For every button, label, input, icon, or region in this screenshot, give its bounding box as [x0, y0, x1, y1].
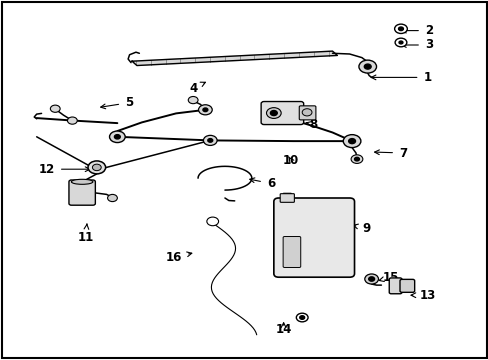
- Circle shape: [270, 111, 277, 116]
- Circle shape: [398, 41, 402, 44]
- Circle shape: [398, 27, 403, 31]
- Text: 11: 11: [77, 224, 94, 244]
- Circle shape: [348, 139, 355, 144]
- Circle shape: [350, 155, 362, 163]
- Circle shape: [188, 96, 198, 104]
- Text: 3: 3: [401, 39, 432, 51]
- Text: 6: 6: [249, 177, 275, 190]
- Circle shape: [109, 131, 125, 143]
- Circle shape: [302, 109, 311, 116]
- FancyBboxPatch shape: [399, 279, 414, 292]
- FancyBboxPatch shape: [280, 194, 294, 202]
- FancyBboxPatch shape: [261, 102, 303, 125]
- Circle shape: [394, 24, 407, 33]
- Circle shape: [343, 135, 360, 148]
- Text: 14: 14: [275, 323, 291, 336]
- Circle shape: [206, 217, 218, 226]
- Text: 13: 13: [410, 289, 435, 302]
- Text: 8: 8: [305, 118, 316, 131]
- Circle shape: [354, 157, 359, 161]
- Text: 9: 9: [352, 222, 370, 235]
- Circle shape: [266, 108, 281, 118]
- Circle shape: [364, 274, 378, 284]
- Circle shape: [107, 194, 117, 202]
- FancyBboxPatch shape: [69, 180, 95, 205]
- Text: 5: 5: [101, 96, 133, 109]
- Text: 12: 12: [38, 163, 90, 176]
- Circle shape: [296, 313, 307, 322]
- Text: 4: 4: [189, 82, 205, 95]
- Circle shape: [114, 135, 120, 139]
- Text: 15: 15: [378, 271, 399, 284]
- Circle shape: [50, 105, 60, 112]
- Text: 16: 16: [165, 251, 191, 264]
- FancyBboxPatch shape: [299, 106, 315, 120]
- Polygon shape: [132, 51, 337, 66]
- Circle shape: [92, 164, 101, 171]
- Circle shape: [203, 135, 217, 145]
- Circle shape: [394, 38, 406, 47]
- Text: 1: 1: [370, 71, 431, 84]
- Text: 10: 10: [282, 154, 299, 167]
- FancyBboxPatch shape: [388, 278, 401, 294]
- Circle shape: [368, 277, 374, 281]
- Circle shape: [364, 64, 370, 69]
- Ellipse shape: [71, 179, 93, 184]
- FancyBboxPatch shape: [273, 198, 354, 277]
- FancyBboxPatch shape: [283, 237, 300, 267]
- Circle shape: [88, 161, 105, 174]
- Text: 7: 7: [374, 147, 407, 159]
- Circle shape: [198, 105, 212, 115]
- Circle shape: [299, 316, 304, 319]
- Circle shape: [67, 117, 77, 124]
- Text: 2: 2: [401, 24, 432, 37]
- Circle shape: [358, 60, 376, 73]
- Circle shape: [203, 108, 207, 112]
- Circle shape: [207, 139, 212, 142]
